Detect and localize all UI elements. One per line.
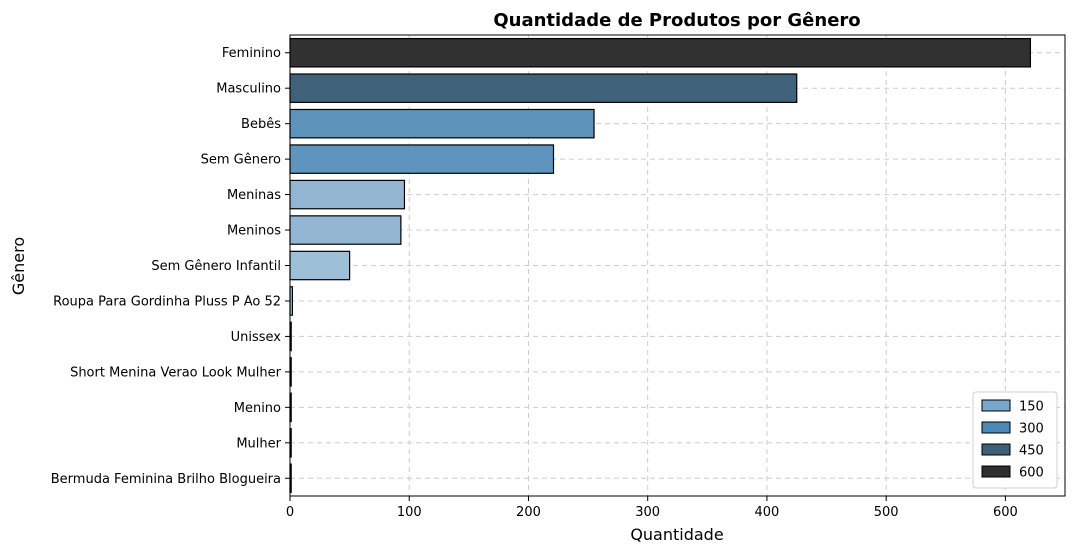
bar (289, 144, 555, 174)
x-tick-label: 600 (993, 505, 1018, 520)
legend: 150 300 450 600 (972, 391, 1058, 489)
y-tick-label: Unissex (231, 330, 282, 345)
y-tick-label: Masculino (216, 82, 281, 97)
y-tick-label: Sem Gênero (201, 153, 281, 168)
bar (289, 179, 406, 210)
y-tick-label: Roupa Para Gordinha Pluss P Ao 52 (53, 294, 281, 309)
legend-label: 300 (1019, 422, 1044, 437)
bar (289, 73, 798, 103)
y-tick-label: Sem Gênero Infantil (151, 259, 281, 274)
y-tick-label: Bebês (241, 117, 281, 132)
legend-label: 150 (1019, 400, 1044, 415)
bar (289, 250, 351, 281)
y-tick-label: Bermuda Feminina Brilho Blogueira (51, 472, 281, 487)
legend-swatch (981, 399, 1011, 412)
x-tick-label: 500 (874, 505, 899, 520)
legend-swatch (981, 421, 1011, 434)
grid-layer (289, 35, 1065, 496)
x-tick-label: 400 (755, 505, 780, 520)
y-tick-label: Mulher (236, 436, 281, 451)
y-axis-label: Gênero (9, 237, 28, 295)
x-ticks: 0 100 200 300 400 500 600 (286, 496, 1018, 520)
x-tick-label: 100 (397, 505, 422, 520)
bar (289, 215, 402, 245)
y-tick-label: Meninos (227, 224, 281, 239)
legend-box (972, 391, 1058, 489)
x-axis-label: Quantidade (630, 525, 723, 544)
x-tick-label: 0 (286, 505, 294, 520)
legend-swatch (981, 465, 1011, 478)
legend-label: 450 (1019, 444, 1044, 459)
y-tick-label: Feminino (222, 46, 281, 61)
bar (289, 37, 1032, 68)
legend-label: 600 (1019, 466, 1044, 481)
y-tick-label: Meninas (227, 188, 281, 203)
y-ticks: Feminino Masculino Bebês Sem Gênero Meninas M… (51, 46, 290, 487)
y-tick-label: Menino (234, 401, 281, 416)
chart-title: Quantidade de Produtos por Gênero (493, 10, 860, 31)
y-tick-label: Short Menina Verao Look Mulher (70, 365, 282, 380)
x-tick-label: 300 (635, 505, 660, 520)
legend-swatch (981, 443, 1011, 456)
x-tick-label: 200 (516, 505, 541, 520)
bar (289, 108, 595, 139)
